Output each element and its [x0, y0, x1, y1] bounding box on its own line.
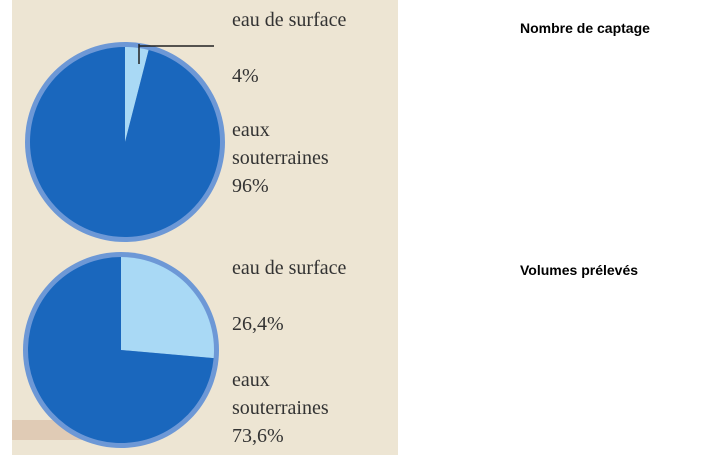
chart-title: Nombre de captage: [520, 20, 650, 36]
pie-slice: [28, 257, 214, 443]
value-label: 96%: [232, 175, 269, 197]
pie-slice: [30, 47, 221, 237]
slice-label: eau de surface: [232, 9, 347, 31]
value-label: 73,6%: [232, 425, 284, 447]
slice-label: eaux souterraines: [232, 369, 329, 419]
pie-slice: [121, 257, 214, 359]
value-label: 26,4%: [232, 313, 284, 335]
slice-label: eaux souterraines: [232, 119, 329, 169]
slice-label: eau de surface: [232, 257, 347, 279]
leader-line: [138, 44, 214, 64]
chart-title: Volumes prélevés: [520, 262, 639, 278]
pie-slice: [125, 47, 149, 142]
value-label: 4%: [232, 65, 259, 87]
